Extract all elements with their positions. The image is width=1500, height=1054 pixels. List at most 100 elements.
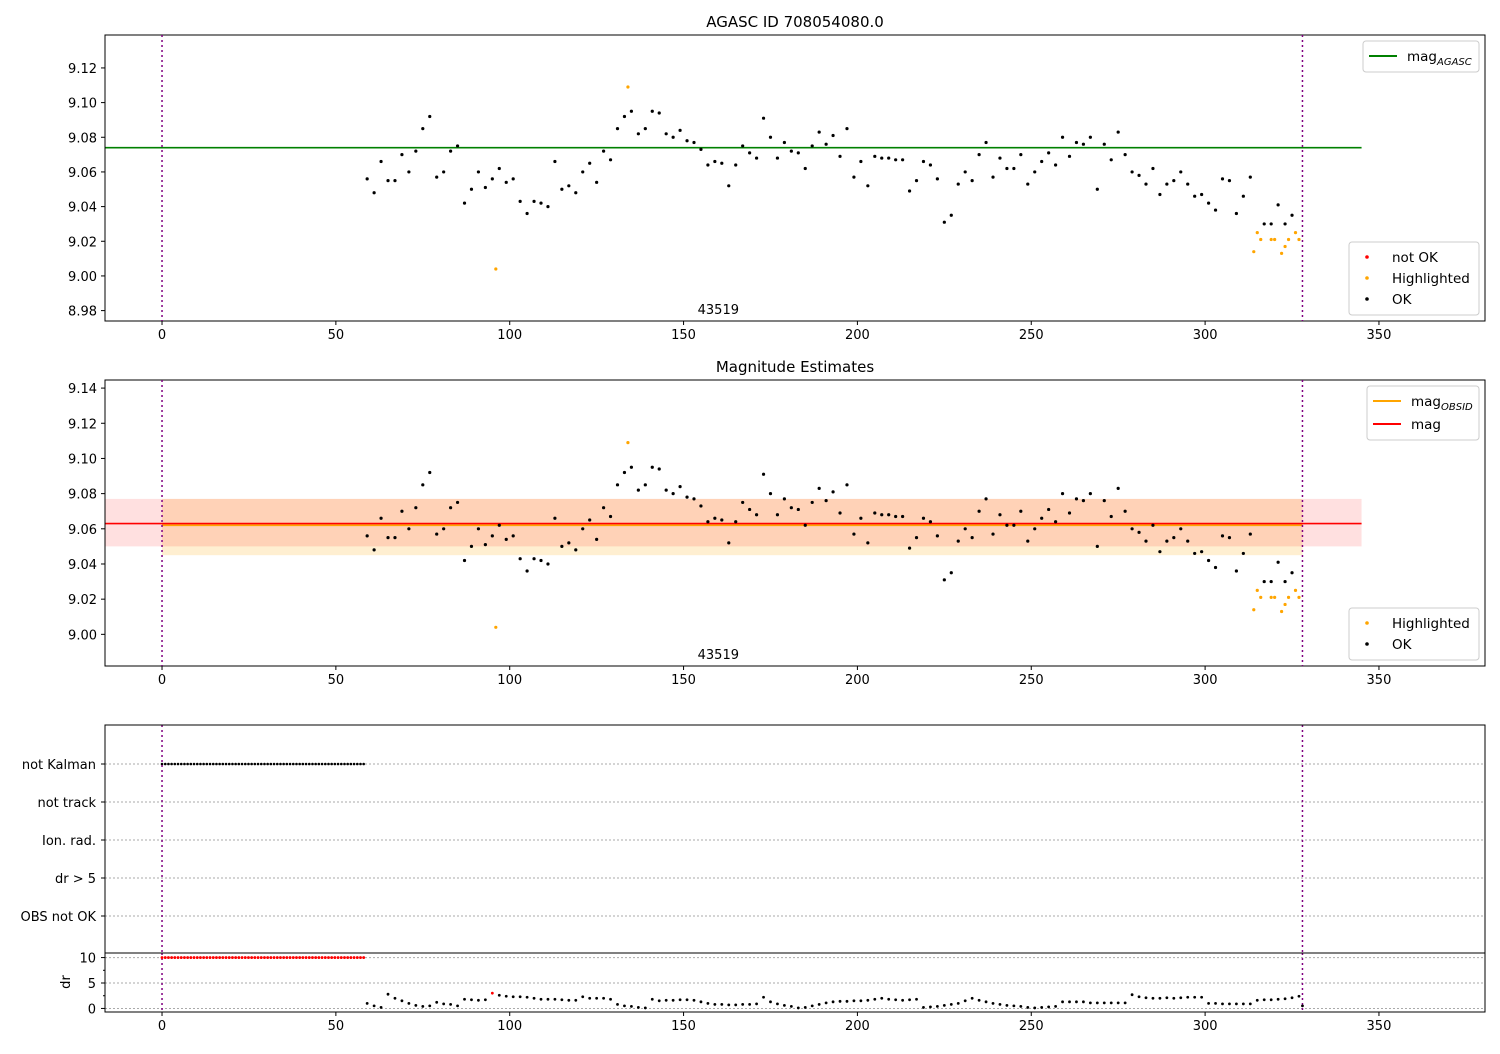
ok-point	[692, 497, 696, 501]
dr-point	[699, 1000, 703, 1004]
ok-point	[1074, 140, 1079, 145]
axes-frame	[104, 724, 1486, 954]
ok-point	[894, 158, 898, 162]
ok-point	[1005, 523, 1009, 527]
x-tick-label: 100	[497, 1019, 522, 1034]
dr-not-ok-point	[205, 956, 209, 959]
not-kalman-point	[221, 762, 225, 766]
ok-point	[1158, 192, 1162, 197]
ok-point	[956, 539, 960, 543]
ok-point	[1053, 163, 1058, 167]
not-kalman-point	[247, 762, 250, 766]
dr-point	[470, 998, 473, 1002]
dr-not-ok-point	[295, 956, 298, 959]
legend-label-subscript: AGASC	[1436, 57, 1472, 68]
dr-point	[546, 997, 550, 1001]
dr-point	[449, 1002, 453, 1006]
ok-point	[942, 220, 946, 224]
not-kalman-point	[263, 762, 266, 766]
dr-point	[977, 998, 981, 1002]
y-tick-label: 9.00	[68, 628, 97, 643]
dr-not-ok-point	[163, 956, 167, 959]
ok-point	[942, 578, 946, 582]
dr-not-ok-point	[202, 956, 206, 959]
not-kalman-point	[314, 762, 317, 766]
not-kalman-point	[301, 762, 305, 766]
dr-not-ok-point	[263, 956, 266, 959]
ok-point	[518, 199, 522, 203]
dr-point	[1297, 994, 1301, 998]
dr-point	[887, 997, 891, 1001]
category-label: Ion. rad.	[42, 834, 96, 849]
ok-point	[372, 191, 376, 195]
ok-point	[761, 472, 766, 476]
dr-point	[602, 996, 605, 1000]
ok-point	[1123, 509, 1127, 513]
dr-point	[497, 993, 501, 997]
ok-point	[1179, 527, 1183, 531]
ok-point	[1186, 539, 1190, 543]
ok-point	[455, 500, 460, 505]
ok-point	[476, 170, 481, 174]
not-kalman-point	[307, 762, 311, 766]
ok-point	[428, 470, 432, 475]
dr-point	[949, 1002, 953, 1006]
ok-point	[629, 109, 634, 113]
dr-point	[1214, 1001, 1217, 1005]
dr-not-ok-point	[170, 956, 174, 959]
ok-point	[1269, 579, 1273, 584]
ok-point	[1130, 170, 1134, 174]
ok-point	[421, 127, 425, 131]
dr-point	[678, 998, 682, 1002]
ok-point	[880, 156, 884, 160]
ok-point	[1283, 222, 1287, 226]
dr-not-ok-point	[307, 956, 311, 959]
ok-point	[1193, 194, 1197, 198]
dr-point	[1269, 998, 1273, 1002]
ok-point	[588, 161, 592, 165]
ok-point	[407, 527, 411, 531]
x-tick-label: 150	[671, 673, 696, 688]
ok-point	[1033, 527, 1037, 531]
highlighted-point	[1283, 244, 1287, 249]
ok-point	[963, 527, 967, 531]
ok-point	[476, 527, 481, 531]
dr-point	[1207, 1001, 1210, 1005]
x-tick-label: 200	[845, 673, 870, 688]
not-kalman-point	[160, 762, 164, 766]
highlighted-point	[1255, 588, 1259, 592]
dr-not-ok-point	[167, 956, 170, 959]
ok-point	[546, 205, 550, 209]
ok-point	[1193, 551, 1197, 556]
highlighted-point	[626, 441, 630, 445]
ok-point	[435, 532, 439, 536]
x-tick-label: 350	[1367, 328, 1392, 343]
ok-point	[810, 500, 814, 505]
dr-point	[1301, 1004, 1304, 1008]
axes-frame	[104, 952, 1486, 1013]
ok-point	[1200, 192, 1204, 197]
ok-point	[581, 170, 585, 174]
dr-not-ok-point	[259, 956, 263, 959]
dr-point	[1123, 1001, 1127, 1005]
dr-not-ok-point	[317, 956, 321, 959]
dr-point	[560, 998, 564, 1002]
dr-point	[463, 997, 466, 1001]
not-kalman-point	[355, 762, 359, 766]
ok-point	[1206, 201, 1211, 205]
not-kalman-point	[195, 762, 199, 766]
legend-point-label: Highlighted	[1392, 616, 1470, 632]
dr-not-ok-point	[301, 956, 305, 959]
ok-point	[699, 504, 703, 508]
dr-not-ok-point	[224, 956, 228, 959]
not-kalman-point	[272, 762, 276, 766]
dr-not-ok-point	[304, 956, 308, 959]
dr-point	[574, 998, 578, 1002]
dr-not-ok-point	[362, 956, 366, 959]
dr-point	[595, 996, 599, 1000]
dr-point	[803, 1006, 807, 1009]
ok-point	[608, 158, 613, 162]
ok-point	[1012, 523, 1016, 527]
dr-point	[379, 1006, 383, 1009]
